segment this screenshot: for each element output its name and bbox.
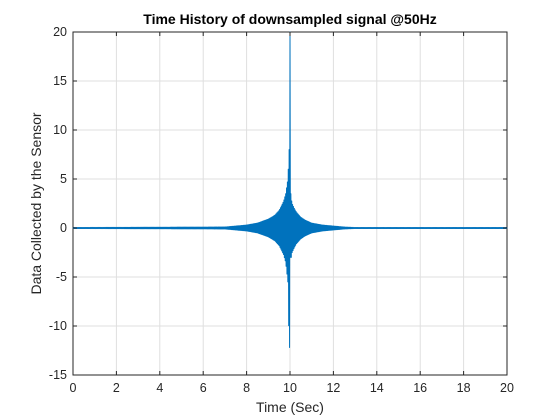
y-tick-label: 5 xyxy=(60,172,67,186)
chart-title: Time History of downsampled signal @50Hz xyxy=(143,11,436,27)
x-axis-ticks: 0 2 4 6 8 10 12 14 16 18 20 xyxy=(70,32,514,395)
x-tick-label: 18 xyxy=(457,381,471,395)
x-tick-label: 20 xyxy=(500,381,514,395)
x-tick-label: 4 xyxy=(156,381,163,395)
y-axis-label: Data Collected by the Sensor xyxy=(28,112,44,294)
x-tick-label: 12 xyxy=(326,381,340,395)
signal-line xyxy=(72,31,508,349)
y-tick-label: -5 xyxy=(56,270,67,284)
x-tick-label: 14 xyxy=(370,381,384,395)
y-tick-label: -10 xyxy=(49,319,67,333)
x-tick-label: 8 xyxy=(243,381,250,395)
x-axis-label: Time (Sec) xyxy=(256,399,324,415)
x-tick-label: 10 xyxy=(283,381,297,395)
x-tick-label: 0 xyxy=(70,381,77,395)
y-axis-ticks: -15 -10 -5 0 5 10 15 20 xyxy=(49,25,507,382)
series-layer xyxy=(72,31,508,349)
x-tick-label: 2 xyxy=(113,381,120,395)
y-tick-label: -15 xyxy=(49,368,67,382)
y-tick-label: 0 xyxy=(60,221,67,235)
x-tick-label: 16 xyxy=(413,381,427,395)
x-tick-label: 6 xyxy=(200,381,207,395)
y-tick-label: 15 xyxy=(53,74,67,88)
y-tick-label: 20 xyxy=(53,25,67,39)
y-tick-label: 10 xyxy=(53,123,67,137)
